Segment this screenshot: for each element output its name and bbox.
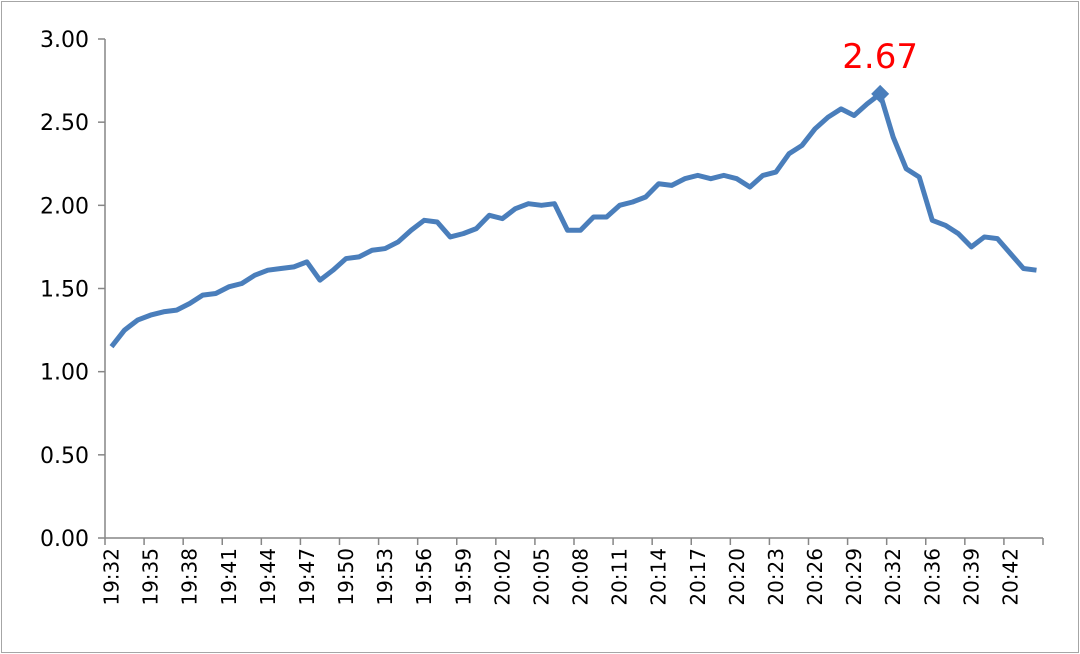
x-tick-label: 20:11 bbox=[608, 548, 632, 606]
x-tick-label: 20:26 bbox=[803, 548, 827, 606]
x-tick-label: 19:50 bbox=[334, 548, 358, 606]
x-tick-label: 20:32 bbox=[881, 548, 905, 606]
x-tick-label: 20:42 bbox=[998, 548, 1022, 606]
y-tick-label: 2.00 bbox=[40, 194, 89, 219]
x-tick-label: 20:23 bbox=[764, 548, 788, 606]
x-tick-label: 20:14 bbox=[647, 548, 671, 606]
x-tick-label: 19:59 bbox=[451, 548, 475, 606]
x-tick-label: 19:56 bbox=[412, 548, 436, 606]
x-tick-label: 19:35 bbox=[139, 548, 163, 606]
y-tick-label: 2.50 bbox=[40, 111, 89, 136]
x-tick-label: 20:17 bbox=[686, 548, 710, 606]
y-tick-label: 1.00 bbox=[40, 361, 89, 386]
x-tick-label: 20:05 bbox=[529, 548, 553, 606]
point-marker bbox=[871, 84, 890, 103]
y-tick-label: 0.00 bbox=[40, 527, 89, 552]
x-tick-label: 20:29 bbox=[842, 548, 866, 606]
y-tick-label: 3.00 bbox=[40, 28, 89, 53]
value-label: 2.67 bbox=[842, 37, 918, 77]
x-tick-label: 19:32 bbox=[100, 548, 124, 606]
y-tick-label: 1.50 bbox=[40, 278, 89, 303]
x-tick-label: 20:36 bbox=[920, 548, 944, 606]
x-tick-label: 19:44 bbox=[256, 548, 280, 606]
x-tick-label: 20:08 bbox=[569, 548, 593, 606]
x-tick-label: 20:02 bbox=[490, 548, 514, 606]
x-tick-label: 19:41 bbox=[217, 548, 241, 606]
x-tick-label: 20:39 bbox=[959, 548, 983, 606]
x-tick-label: 19:47 bbox=[295, 548, 319, 606]
y-tick-label: 0.50 bbox=[40, 444, 89, 469]
x-tick-label: 19:38 bbox=[178, 548, 202, 606]
x-tick-label: 19:53 bbox=[373, 548, 397, 606]
line-series bbox=[109, 91, 1037, 349]
x-tick-label: 20:20 bbox=[725, 548, 749, 606]
